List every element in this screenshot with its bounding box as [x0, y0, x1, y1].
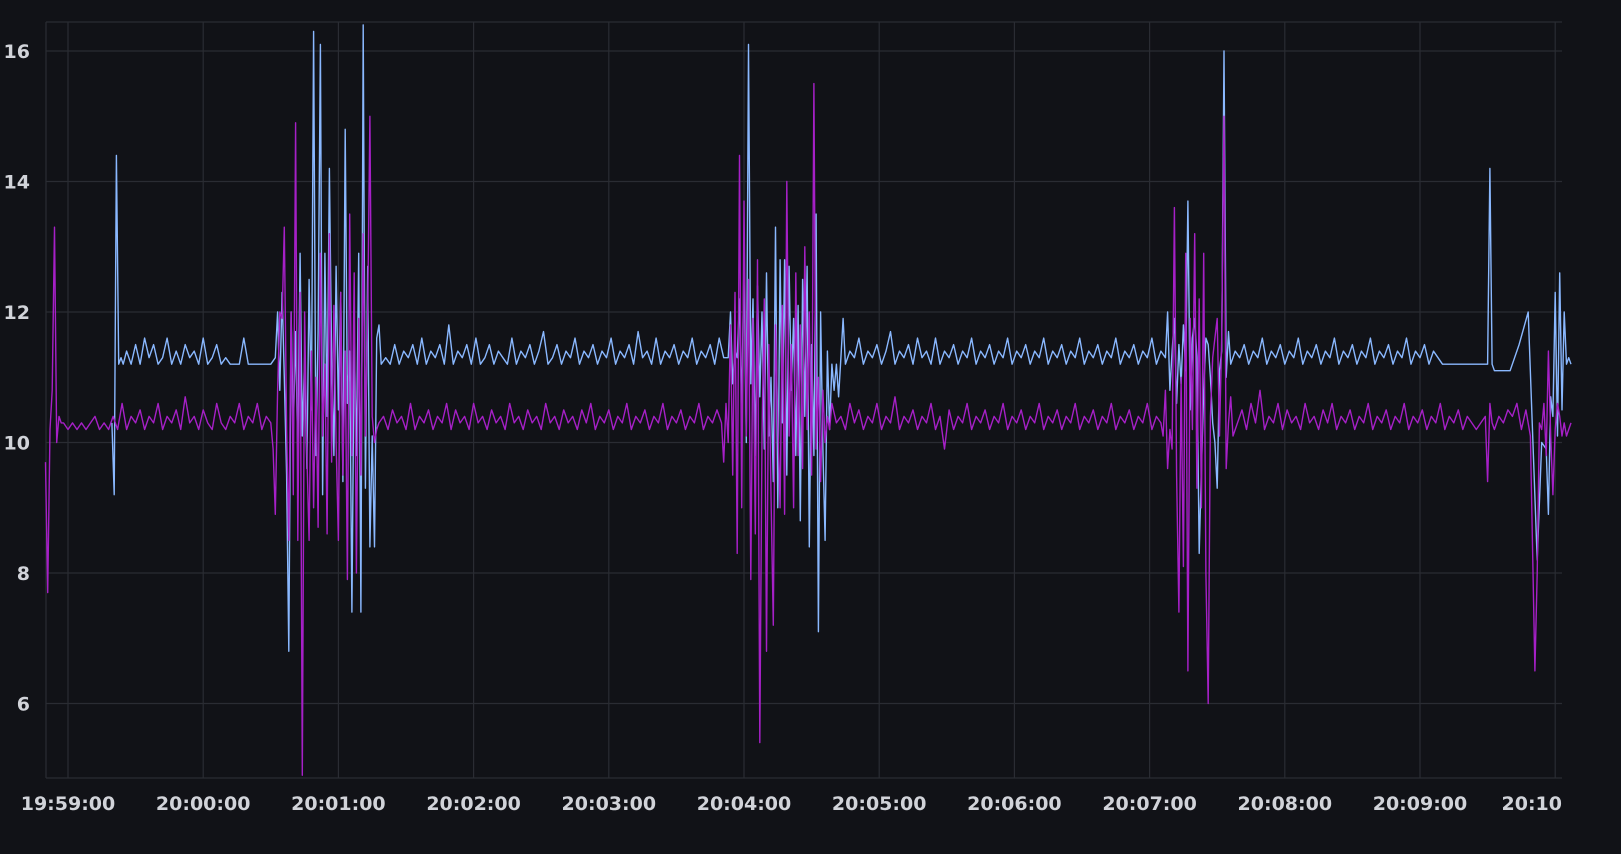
y-axis: 6 8 10 12 14 16 — [4, 41, 30, 716]
x-tick-label: 19:59:00 — [21, 793, 116, 815]
x-tick-label: 20:04:00 — [697, 793, 792, 815]
y-tick-label: 10 — [4, 433, 30, 455]
x-axis: 19:59:00 20:00:00 20:01:00 20:02:00 20:03:00… — [21, 793, 1562, 815]
y-tick-label: 8 — [17, 563, 30, 585]
series-line-2 — [44, 82, 1572, 776]
x-tick-label: 20:07:00 — [1102, 793, 1197, 815]
x-tick-label: 20:08:00 — [1238, 793, 1333, 815]
x-tick-label: 20:09:00 — [1373, 793, 1468, 815]
x-tick-label: 20:00:00 — [156, 793, 251, 815]
y-tick-label: 6 — [17, 694, 30, 716]
y-tick-label: 16 — [4, 41, 30, 63]
x-tick-label: 20:03:00 — [562, 793, 657, 815]
x-tick-label: 20:06:00 — [967, 793, 1062, 815]
x-tick-label: 20:02:00 — [426, 793, 521, 815]
x-tick-label: 20:10 — [1502, 793, 1562, 815]
x-tick-label: 20:01:00 — [291, 793, 386, 815]
y-tick-label: 12 — [4, 302, 30, 324]
y-tick-label: 14 — [4, 172, 30, 194]
x-tick-label: 20:05:00 — [832, 793, 927, 815]
series-lines — [44, 24, 1572, 776]
